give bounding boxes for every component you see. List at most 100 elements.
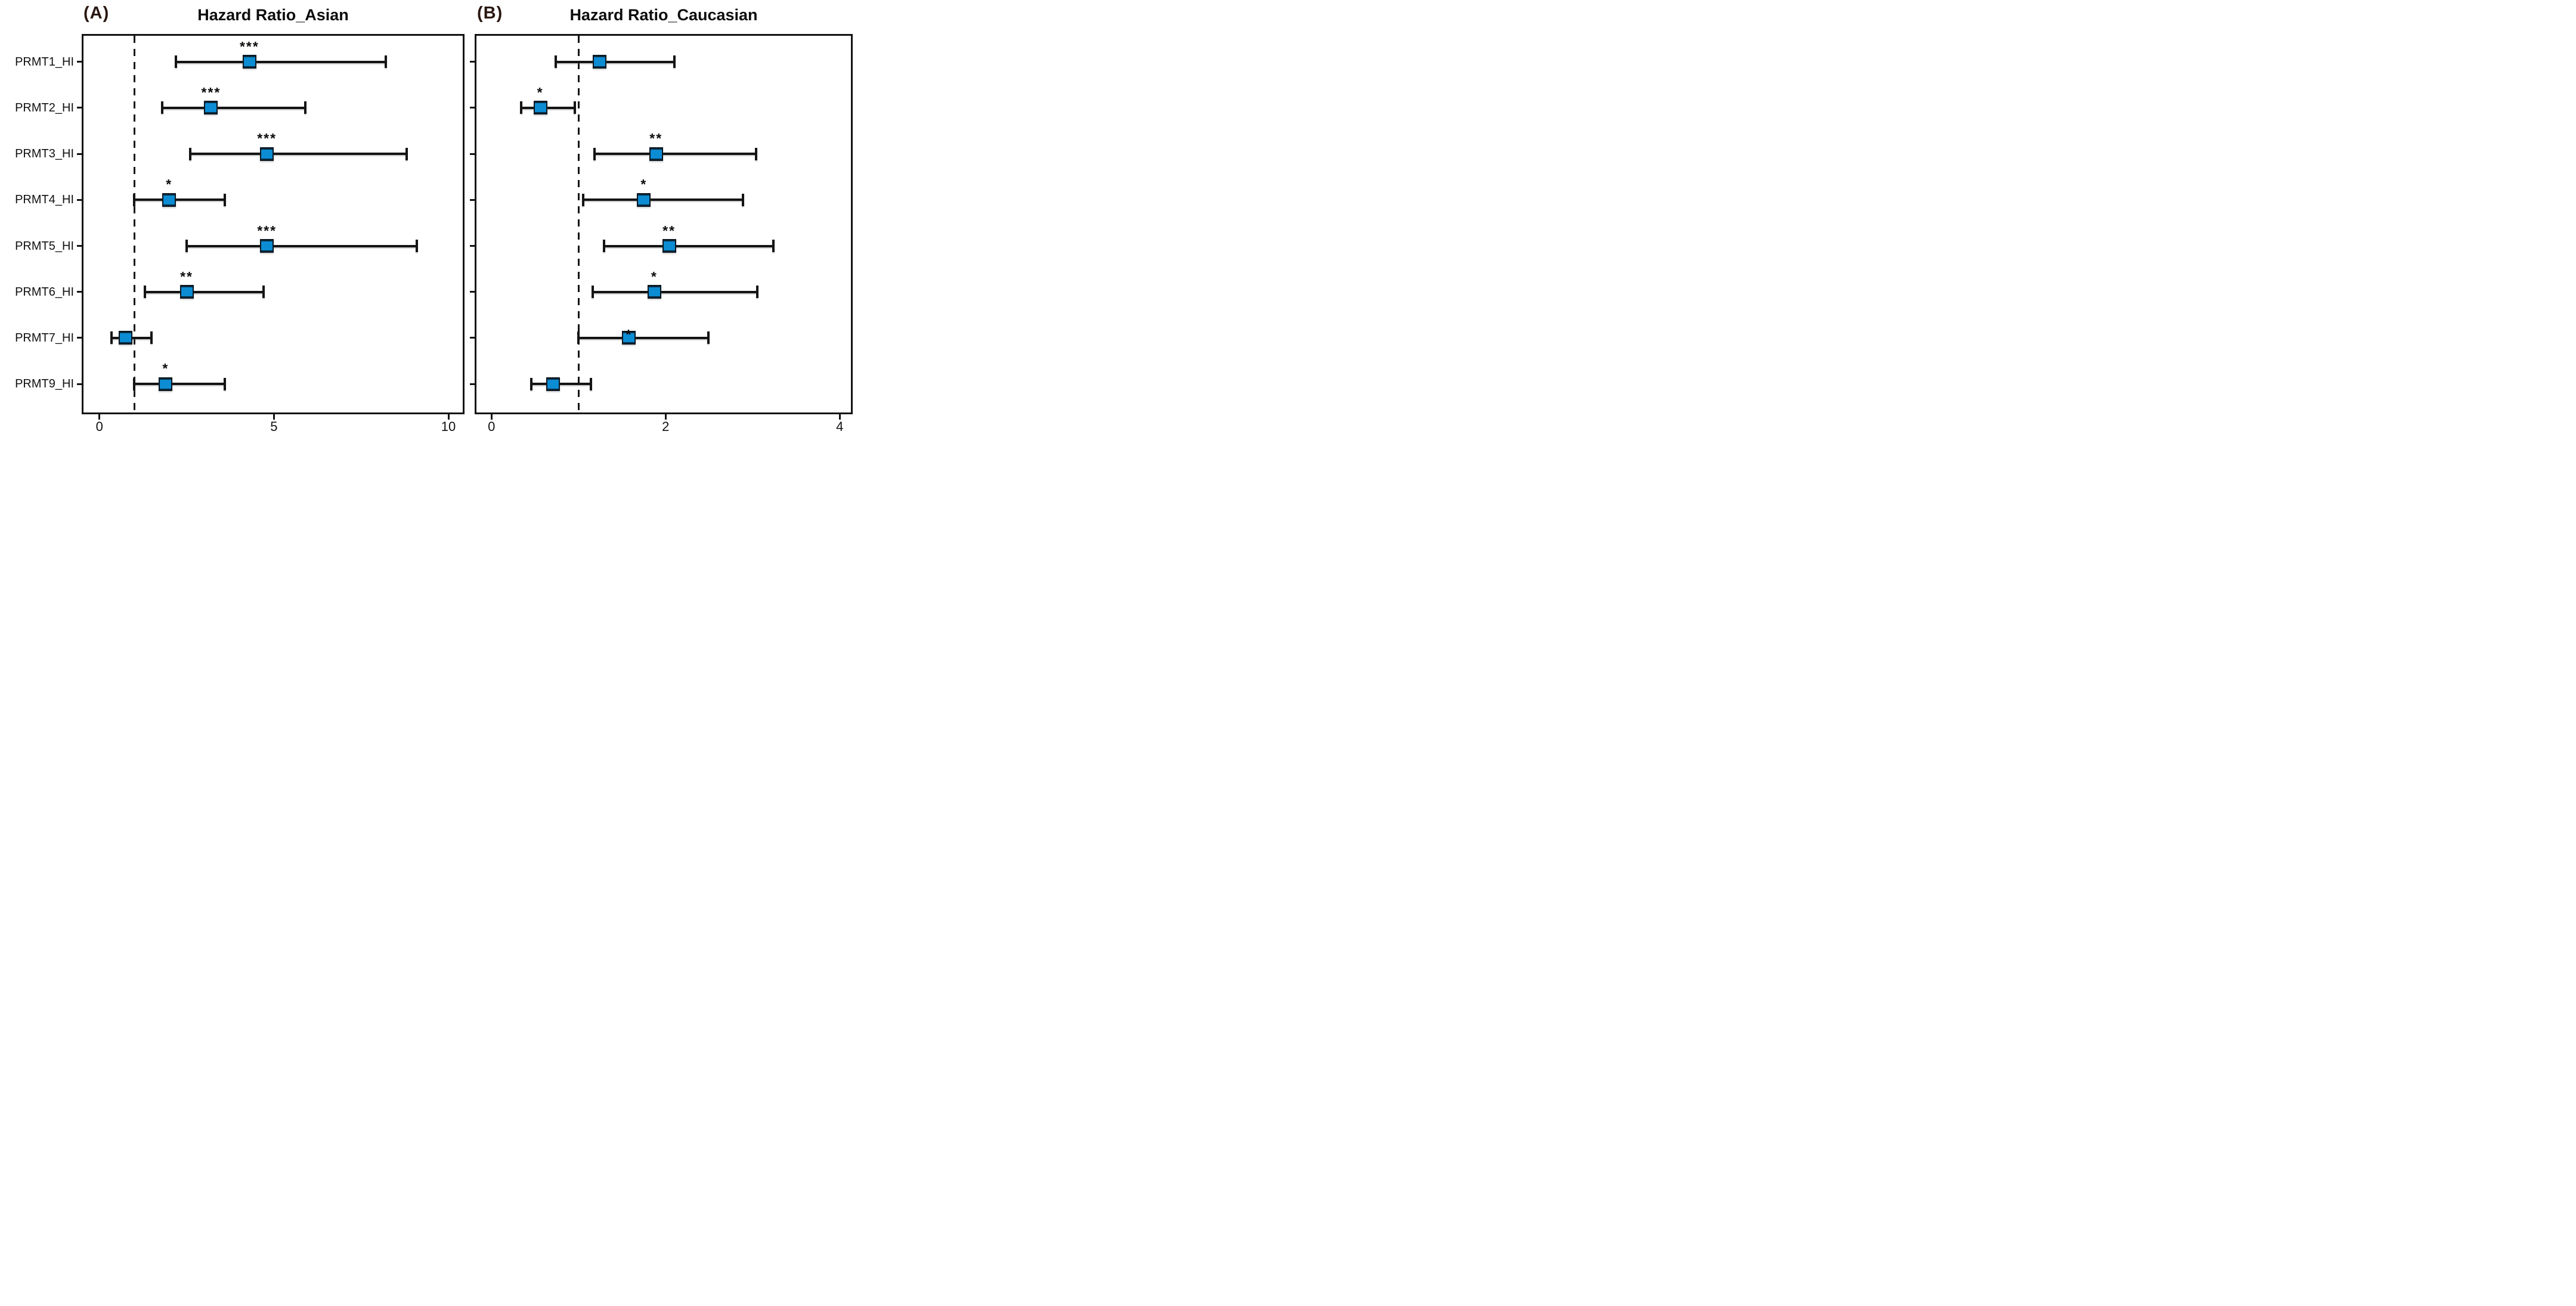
significance-stars: * — [626, 326, 633, 342]
y-axis-tick — [470, 107, 475, 109]
hazard-ratio-marker — [242, 55, 256, 69]
x-axis-tick-label: 10 — [441, 419, 456, 434]
hazard-ratio-marker — [622, 331, 636, 345]
ci-cap-left — [110, 331, 113, 345]
ci-cap-right — [772, 240, 775, 252]
y-axis-tick — [470, 245, 475, 247]
x-axis-tick-label: 4 — [836, 419, 844, 434]
panel-b-tag: (B) — [477, 4, 503, 23]
ci-whisker — [556, 60, 674, 63]
hazard-ratio-marker — [159, 377, 173, 391]
x-axis-tick-label: 5 — [270, 419, 278, 434]
x-axis-tick — [98, 414, 101, 420]
significance-stars: *** — [257, 131, 277, 147]
ci-cap-right — [574, 101, 577, 114]
ci-cap-right — [224, 377, 227, 390]
ci-whisker — [134, 198, 225, 201]
y-axis-tick — [77, 107, 82, 109]
ci-whisker — [187, 244, 417, 247]
y-axis-label: PRMT6_HI — [15, 285, 74, 299]
y-axis-tick — [77, 245, 82, 247]
panel-a-plot-area: *** *** *** * *** ** * — [82, 34, 465, 414]
x-axis-tick — [273, 414, 275, 420]
hazard-ratio-marker — [647, 285, 661, 299]
ci-whisker — [144, 290, 264, 293]
y-axis-tick — [77, 61, 82, 63]
y-axis-tick — [77, 337, 82, 339]
reference-line-hr1 — [577, 36, 580, 412]
ci-cap-right — [742, 193, 745, 206]
ci-cap-left — [530, 377, 533, 390]
hazard-ratio-marker — [204, 101, 218, 115]
x-axis-tick — [838, 414, 841, 420]
hazard-ratio-marker — [260, 147, 274, 161]
hazard-ratio-marker — [592, 55, 606, 69]
ci-cap-left — [185, 240, 188, 252]
ci-cap-right — [150, 331, 153, 345]
ci-cap-right — [405, 147, 408, 160]
panel-b-title: Hazard Ratio_Caucasian — [569, 6, 758, 24]
ci-cap-left — [581, 193, 584, 206]
y-axis-tick — [77, 383, 82, 385]
significance-stars: * — [640, 176, 648, 193]
ci-cap-right — [224, 193, 227, 206]
significance-stars: * — [537, 84, 544, 100]
y-axis-tick — [77, 153, 82, 155]
significance-stars: * — [651, 268, 658, 284]
ci-whisker — [583, 198, 744, 201]
ci-whisker — [578, 336, 708, 339]
ci-cap-left — [519, 101, 522, 114]
ci-cap-left — [133, 377, 136, 390]
x-axis-tick — [490, 414, 493, 420]
ci-cap-left — [593, 147, 596, 160]
ci-whisker — [162, 106, 306, 109]
y-axis-tick — [470, 291, 475, 293]
x-axis-tick-label: 2 — [662, 419, 670, 434]
ci-cap-right — [262, 286, 265, 299]
ci-whisker — [594, 153, 757, 156]
ci-cap-left — [133, 193, 136, 206]
ci-cap-left — [577, 331, 580, 345]
x-axis-tick-label: 0 — [95, 419, 103, 434]
ci-cap-left — [175, 55, 178, 69]
y-axis-label: PRMT7_HI — [15, 331, 74, 345]
y-axis-label: PRMT9_HI — [15, 377, 74, 391]
ci-whisker — [521, 106, 575, 109]
significance-stars: *** — [239, 38, 259, 54]
ci-cap-left — [188, 147, 191, 160]
significance-stars: ** — [662, 222, 676, 238]
ci-cap-left — [143, 286, 146, 299]
ci-cap-right — [755, 147, 758, 160]
hazard-ratio-marker — [662, 239, 676, 253]
hazard-ratio-marker — [637, 193, 651, 207]
ci-cap-left — [591, 286, 594, 299]
ci-whisker — [134, 383, 225, 386]
x-axis-tick — [664, 414, 667, 420]
y-axis-tick — [470, 337, 475, 339]
y-axis-tick — [470, 198, 475, 201]
ci-cap-right — [673, 55, 676, 69]
ci-cap-right — [756, 286, 758, 299]
y-axis-label: PRMT1_HI — [15, 55, 74, 69]
hazard-ratio-marker — [649, 147, 663, 161]
significance-stars: * — [162, 361, 169, 377]
ci-whisker — [592, 290, 757, 293]
panel-a-tag: (A) — [83, 4, 110, 23]
ci-cap-right — [707, 331, 710, 345]
y-axis-label: PRMT4_HI — [15, 193, 74, 207]
panel-a-title: Hazard Ratio_Asian — [197, 6, 349, 24]
ci-whisker — [531, 383, 591, 386]
y-axis-label: PRMT2_HI — [15, 101, 74, 114]
hazard-ratio-marker — [533, 101, 547, 115]
ci-cap-right — [384, 55, 387, 69]
ci-cap-right — [416, 240, 419, 252]
y-axis-tick — [77, 198, 82, 201]
y-axis-tick — [470, 153, 475, 155]
ci-whisker — [176, 60, 386, 63]
ci-whisker — [603, 244, 774, 247]
ci-cap-left — [161, 101, 164, 114]
significance-stars: *** — [201, 84, 221, 100]
hazard-ratio-marker — [260, 239, 274, 253]
y-axis-tick — [470, 61, 475, 63]
y-axis-tick — [470, 383, 475, 385]
